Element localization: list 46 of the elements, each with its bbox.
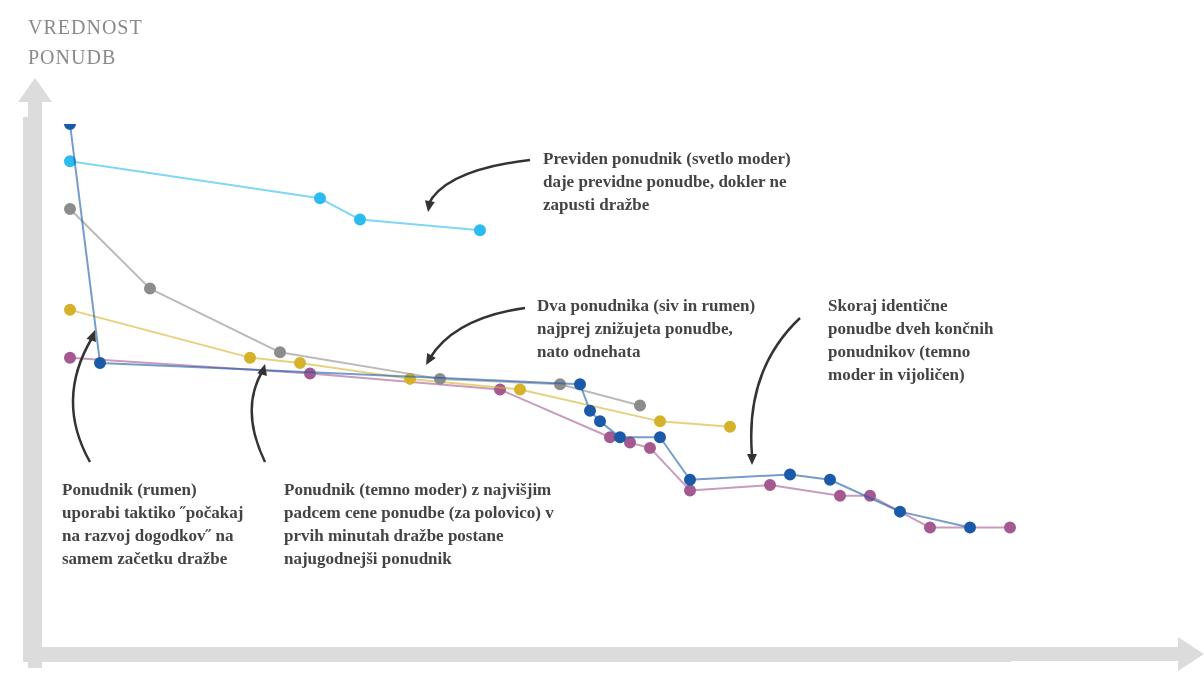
point bbox=[354, 213, 366, 226]
point bbox=[474, 224, 486, 237]
point bbox=[824, 473, 836, 486]
point bbox=[1004, 521, 1016, 534]
point bbox=[574, 378, 586, 391]
point bbox=[314, 192, 326, 205]
point bbox=[654, 415, 666, 428]
point bbox=[584, 404, 596, 417]
point bbox=[644, 441, 656, 454]
point bbox=[404, 372, 416, 385]
annotation: Ponudnik (temno moder) z najvišjim padcem cene ponudbe (za polovico) v prvih minutah dražbe postane najugodnejši ponudnik bbox=[284, 479, 555, 570]
point bbox=[894, 505, 906, 518]
point bbox=[294, 356, 306, 369]
point bbox=[514, 383, 526, 396]
point bbox=[654, 431, 666, 444]
point bbox=[434, 372, 446, 385]
annotation: Skoraj identične ponudbe dveh končnih ponudnikov (temno moder in vijoličen) bbox=[828, 295, 995, 386]
annotation: Dva ponudnika (siv in rumen) najprej znižujeta ponudbe, nato odnehata bbox=[537, 295, 757, 363]
point bbox=[554, 378, 566, 391]
point bbox=[684, 484, 696, 497]
point bbox=[834, 489, 846, 502]
point bbox=[724, 420, 736, 433]
point bbox=[144, 282, 156, 295]
point bbox=[614, 431, 626, 444]
point bbox=[684, 473, 696, 486]
point bbox=[94, 356, 106, 369]
y-axis-title: VREDNOST PONUDB bbox=[28, 15, 144, 70]
point bbox=[924, 521, 936, 534]
point bbox=[244, 351, 256, 364]
point bbox=[304, 367, 316, 380]
point bbox=[864, 489, 876, 502]
point bbox=[634, 399, 646, 412]
point bbox=[784, 468, 796, 481]
point bbox=[64, 202, 76, 215]
point bbox=[274, 346, 286, 359]
point bbox=[624, 436, 636, 449]
point bbox=[604, 431, 616, 444]
point bbox=[594, 415, 606, 428]
point bbox=[64, 303, 76, 316]
point bbox=[964, 521, 976, 534]
point bbox=[64, 351, 76, 364]
point bbox=[764, 479, 776, 492]
point bbox=[494, 383, 506, 396]
annotation: Previden ponudnik (svetlo moder) daje previdne ponudbe, dokler ne zapusti dražbe bbox=[543, 148, 792, 216]
annotation: Ponudnik (rumen) uporabi taktiko ˝počakaj na razvoj dogodkov˝ na samem začetku dražbe bbox=[62, 479, 245, 570]
point bbox=[64, 155, 76, 168]
